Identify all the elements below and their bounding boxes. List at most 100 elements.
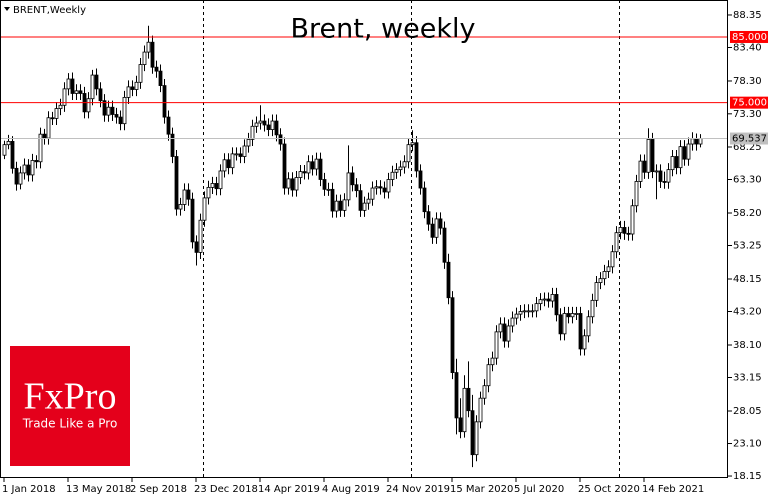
candle-body (186, 189, 191, 200)
candle-body (2, 144, 7, 156)
candle-body (586, 316, 591, 337)
candle-body (158, 70, 163, 86)
candle-body (646, 139, 651, 173)
x-tick-label: 4 Aug 2019 (322, 484, 380, 495)
price-tag (730, 132, 768, 145)
y-tick-label: 33.15 (733, 373, 762, 384)
candle-body (398, 166, 403, 171)
candle-body (506, 325, 511, 342)
candle-body (658, 170, 663, 182)
candle-body (318, 158, 323, 180)
candle-body (194, 241, 199, 253)
candle-body (610, 251, 615, 268)
x-tick-label: 14 Feb 2021 (642, 484, 704, 495)
candle-body (58, 104, 63, 109)
candle-body (306, 161, 311, 174)
candle-body (518, 311, 523, 315)
candle-body (694, 138, 699, 145)
candle-body (286, 178, 291, 189)
y-tick-label: 18.15 (733, 471, 762, 482)
candle-body (302, 171, 307, 174)
candle-body (190, 198, 195, 243)
candle-body (486, 364, 491, 387)
candle-body (550, 294, 555, 302)
candle-body (466, 387, 471, 412)
candle-body (450, 297, 455, 373)
candle-body (538, 299, 543, 305)
y-tick-label: 48.15 (733, 274, 762, 285)
candle-body (114, 114, 119, 118)
candle-body (202, 197, 207, 221)
candle-body (698, 138, 703, 145)
candle-body (294, 177, 299, 191)
x-tick-label: 5 Jul 2020 (514, 484, 564, 495)
candle-body (90, 74, 95, 100)
chart-title: Brent, weekly (291, 14, 476, 45)
candle-body (454, 372, 459, 419)
candle-body (346, 172, 351, 201)
candle-body (314, 158, 319, 170)
candle-body (390, 171, 395, 180)
candle-body (18, 172, 23, 185)
candle-body (414, 142, 419, 172)
candle-body (310, 161, 315, 170)
candle-body (662, 181, 667, 183)
candle-body (326, 188, 331, 191)
candle-body (602, 271, 607, 280)
candle-body (266, 124, 271, 130)
candle-body (386, 179, 391, 193)
y-tick-label: 28.05 (733, 406, 762, 417)
candle-body (214, 183, 219, 190)
candle-body (494, 331, 499, 359)
candle-body (178, 204, 183, 210)
candle-body (542, 298, 547, 301)
candle-body (258, 120, 263, 124)
candle-body (14, 167, 19, 185)
candle-body (498, 323, 503, 333)
candle-body (514, 313, 519, 319)
candle-body (154, 66, 159, 72)
candle-body (166, 116, 171, 135)
candle-body (378, 186, 383, 189)
candle-body (250, 125, 255, 140)
candle-body (470, 410, 475, 456)
symbol-marker (4, 7, 10, 11)
candle-body (422, 187, 427, 213)
candle-body (298, 171, 303, 178)
candle-body (150, 41, 155, 68)
y-tick-label: 73.30 (733, 109, 762, 120)
candle-body (102, 100, 107, 116)
candle-body (382, 187, 387, 193)
candle-body (374, 186, 379, 189)
candle-body (138, 64, 143, 83)
candle-body (530, 310, 535, 313)
candle-body (22, 164, 27, 174)
candle-body (222, 159, 227, 172)
candle-body (618, 227, 623, 234)
candle-body (234, 153, 239, 156)
candle-body (130, 86, 135, 90)
candle-body (342, 199, 347, 211)
y-tick-label: 58.20 (733, 208, 762, 219)
price-tag (730, 30, 768, 43)
x-tick-label: 14 Apr 2019 (258, 484, 320, 495)
y-tick-label: 23.10 (733, 439, 762, 450)
y-tick-label: 78.30 (733, 76, 762, 87)
logo-tagline: Trade Like a Pro (22, 417, 118, 431)
x-tick-label: 13 May 2018 (66, 484, 131, 495)
y-tick-label: 38.10 (733, 340, 762, 351)
candle-body (442, 227, 447, 263)
x-tick-label: 25 Oct 2020 (578, 484, 640, 495)
candle-body (230, 153, 235, 169)
candle-body (606, 266, 611, 272)
candle-body (630, 205, 635, 235)
candle-body (86, 98, 91, 113)
candle-body (434, 218, 439, 238)
candle-body (238, 153, 243, 157)
candle-body (66, 78, 71, 90)
candle-body (546, 298, 551, 302)
candle-body (274, 120, 279, 136)
x-tick-label: 1 Jan 2018 (2, 484, 56, 495)
candle-body (182, 189, 187, 205)
